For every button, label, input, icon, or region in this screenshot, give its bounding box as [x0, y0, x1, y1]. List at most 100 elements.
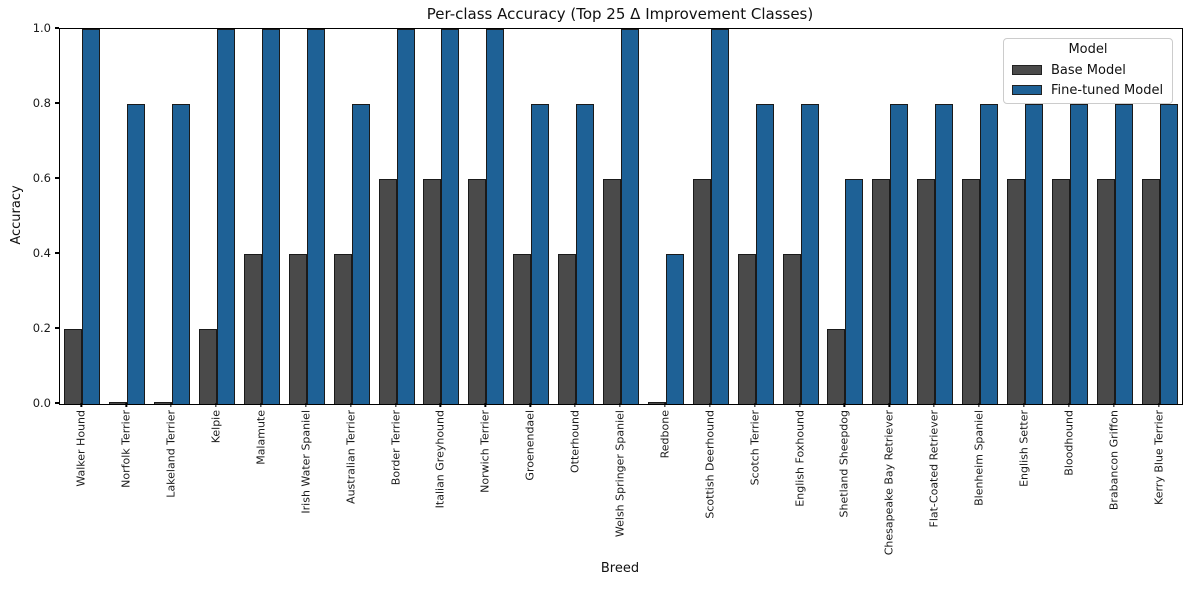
- x-tick-label: Kelpie: [209, 410, 223, 444]
- bar-fine-tuned-model: [710, 29, 729, 404]
- x-tick-label: Lakeland Terrier: [164, 410, 178, 498]
- x-tick-label: Flat-Coated Retriever: [927, 410, 941, 528]
- bar-base-model: [64, 329, 83, 404]
- x-tick-label: Brabancon Griffon: [1107, 410, 1121, 511]
- legend-item-fine-tuned-model: Fine-tuned Model: [1012, 80, 1164, 100]
- y-tick: [54, 402, 59, 404]
- x-tick: [574, 403, 576, 407]
- legend-label-fine-tuned-model: Fine-tuned Model: [1051, 82, 1164, 98]
- x-tick: [260, 403, 262, 407]
- bar-base-model: [827, 329, 846, 404]
- x-tick-label: Otterhound: [568, 410, 582, 474]
- x-tick: [1068, 403, 1070, 407]
- bar-fine-tuned-model: [1024, 104, 1043, 404]
- bar-base-model: [468, 179, 487, 404]
- bar-base-model: [1006, 179, 1025, 404]
- y-tick: [54, 27, 59, 29]
- x-tick: [1157, 403, 1160, 407]
- bar-group-groenendael: [509, 29, 554, 404]
- x-tick: [125, 403, 127, 407]
- bar-group-italian-greyhound: [419, 29, 464, 404]
- bar-fine-tuned-model: [82, 29, 101, 404]
- x-tick-label: Italian Greyhound: [433, 410, 447, 509]
- bar-fine-tuned-model: [576, 104, 595, 404]
- bar-fine-tuned-model: [890, 104, 909, 404]
- bar-group-bloodhound: [1047, 29, 1092, 404]
- bar-base-model: [199, 329, 218, 404]
- bar-fine-tuned-model: [1159, 104, 1178, 404]
- bar-group-irish-water-spaniel: [284, 29, 329, 404]
- bar-group-scotch-terrier: [733, 29, 778, 404]
- bar-group-norwich-terrier: [464, 29, 509, 404]
- x-tick: [350, 403, 352, 407]
- x-axis-label: Breed: [600, 561, 640, 576]
- bar-base-model: [378, 179, 397, 404]
- bar-group-flat-coated-retriever: [913, 29, 958, 404]
- x-tick-label: Redbone: [658, 410, 672, 459]
- bar-base-model: [962, 179, 981, 404]
- bar-base-model: [737, 254, 756, 404]
- bar-fine-tuned-model: [531, 104, 550, 404]
- x-tick-label: Shetland Sheepdog: [837, 410, 851, 518]
- x-tick: [843, 403, 846, 407]
- x-tick-label: Scotch Terrier: [748, 410, 762, 486]
- bar-base-model: [692, 179, 711, 404]
- x-tick: [619, 403, 621, 407]
- y-tick-label: 0.2: [32, 320, 51, 335]
- y-tick: [54, 327, 59, 329]
- y-tick-label: 0.6: [32, 170, 51, 185]
- bar-fine-tuned-model: [127, 104, 146, 404]
- bar-fine-tuned-model: [172, 104, 191, 404]
- bar-group-chesapeake-bay-retriever: [868, 29, 913, 404]
- bar-fine-tuned-model: [351, 104, 370, 404]
- bar-group-brabancon-griffon: [1092, 29, 1137, 404]
- bar-fine-tuned-model: [755, 104, 774, 404]
- x-tick-label: Welsh Springer Spaniel: [613, 410, 627, 538]
- bar-group-welsh-springer-spaniel: [599, 29, 644, 404]
- bar-fine-tuned-model: [1114, 104, 1133, 404]
- bar-base-model: [1051, 179, 1070, 404]
- x-tick: [888, 403, 890, 407]
- bar-base-model: [602, 179, 621, 404]
- bar-group-english-foxhound: [778, 29, 823, 404]
- bar-base-model: [154, 402, 173, 404]
- x-tick-label: Bloodhound: [1062, 410, 1076, 476]
- x-tick: [394, 403, 397, 407]
- bar-fine-tuned-model: [486, 29, 505, 404]
- bar-base-model: [288, 254, 307, 404]
- x-tick: [529, 403, 531, 407]
- legend-title: Model: [1068, 42, 1108, 57]
- x-tick: [753, 403, 756, 407]
- bar-group-lakeland-terrier: [150, 29, 195, 404]
- bar-group-redbone: [643, 29, 688, 404]
- bar-fine-tuned-model: [935, 104, 954, 404]
- x-tick-label: Groenendael: [523, 410, 537, 481]
- legend: Model Base Model Fine-tuned Model: [1003, 38, 1173, 104]
- y-tick-label: 0.8: [32, 95, 51, 110]
- x-tick-label: Border Terrier: [389, 410, 403, 486]
- bar-fine-tuned-model: [1069, 104, 1088, 404]
- y-tick-label: 0.0: [32, 395, 51, 410]
- bar-group-kelpie: [195, 29, 240, 404]
- x-tick: [1023, 403, 1025, 407]
- bar-base-model: [558, 254, 577, 404]
- bar-fine-tuned-model: [800, 104, 819, 404]
- bar-fine-tuned-model: [620, 29, 639, 404]
- x-tick-label: Kerry Blue Terrier: [1152, 410, 1166, 505]
- bar-fine-tuned-model: [261, 29, 280, 404]
- x-tick-label: Irish Water Spaniel: [299, 410, 313, 514]
- bar-fine-tuned-model: [845, 179, 864, 404]
- bar-base-model: [1096, 179, 1115, 404]
- plot-area: [59, 28, 1183, 405]
- bar-group-malamute: [240, 29, 285, 404]
- x-tick: [798, 403, 801, 407]
- x-tick-label: Blenheim Spaniel: [972, 410, 986, 506]
- x-tick: [80, 403, 83, 407]
- bar-base-model: [243, 254, 262, 404]
- x-tick-label: Walker Hound: [74, 410, 88, 487]
- bar-group-norfolk-terrier: [105, 29, 150, 404]
- bar-fine-tuned-model: [665, 254, 684, 404]
- bar-base-model: [1141, 179, 1160, 404]
- x-tick-label: Scottish Deerhound: [703, 410, 717, 519]
